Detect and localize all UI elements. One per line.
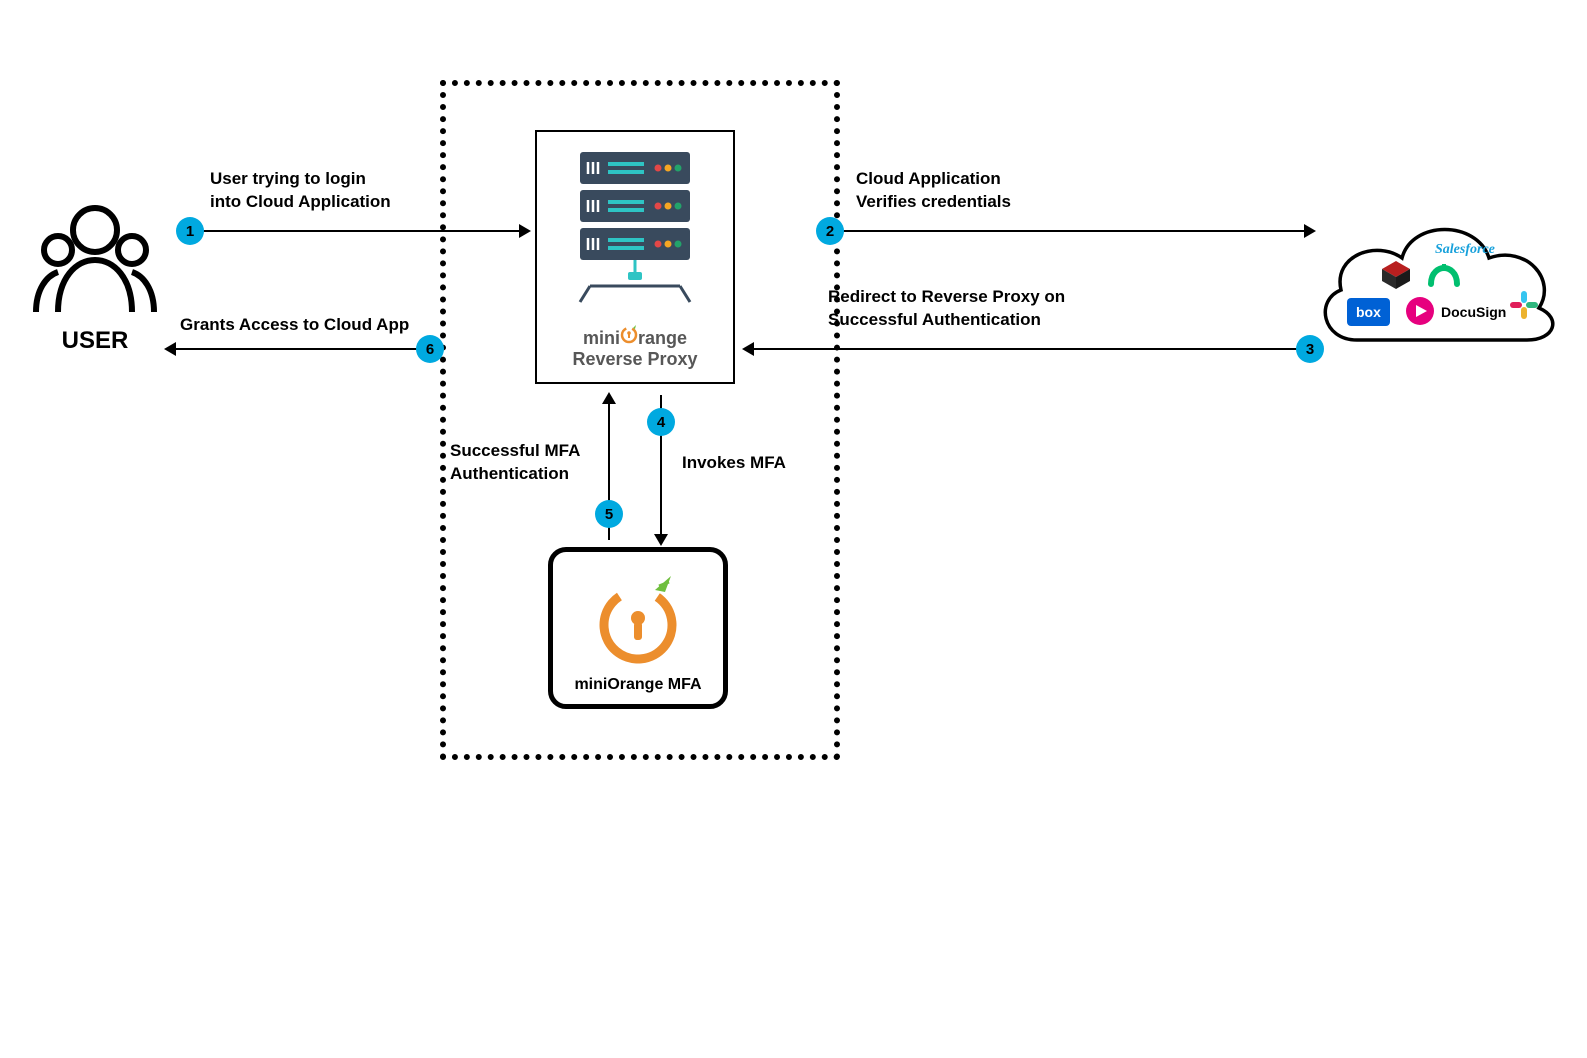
docusign-label: DocuSign (1441, 304, 1506, 320)
mfa-reverse-proxy-flow-diagram: USER (0, 0, 1587, 1058)
step-2-badge: 2 (816, 217, 844, 245)
brand-mini: mini (583, 328, 620, 349)
step-4-text: Invokes MFA (682, 452, 786, 475)
survey-monkey-icon (1427, 262, 1461, 288)
arrow-head-step-5 (602, 392, 616, 404)
cloud-apps-node: Salesforce box DocuSign (1307, 200, 1567, 370)
brand-lock-icon (619, 324, 639, 344)
mfa-lock-icon (593, 570, 683, 670)
arrow-head-step-4 (654, 534, 668, 546)
step-1-text: User trying to login into Cloud Applicat… (210, 168, 391, 214)
step-6-num: 6 (426, 341, 434, 358)
arrow-step-1 (180, 230, 525, 232)
arrow-step-6 (172, 348, 430, 350)
step-6-text: Grants Access to Cloud App (180, 314, 409, 337)
server-stack-icon (560, 144, 710, 322)
arrow-head-step-2 (1304, 224, 1316, 238)
step-4-num: 4 (657, 414, 665, 431)
mfa-label: miniOrange MFA (574, 676, 701, 694)
reverse-proxy-node: mini range Reverse Proxy (535, 130, 735, 384)
reverse-proxy-label: Reverse Proxy (572, 349, 697, 370)
user-node: USER (30, 200, 160, 355)
step-6-badge: 6 (416, 335, 444, 363)
brand-range: range (638, 328, 687, 349)
box-label: box (1347, 298, 1390, 326)
arrow-step-2 (840, 230, 1310, 232)
step-3-num: 3 (1306, 341, 1314, 358)
step-3-badge: 3 (1296, 335, 1324, 363)
step-5-text: Successful MFA Authentication (450, 440, 580, 486)
slack-icon (1507, 288, 1541, 322)
salesforce-label: Salesforce (1435, 242, 1495, 258)
cube-icon (1379, 258, 1413, 292)
user-label: USER (30, 327, 160, 355)
step-2-text: Cloud Application Verifies credentials (856, 168, 1011, 214)
arrow-head-step-1 (519, 224, 531, 238)
step-5-badge: 5 (595, 500, 623, 528)
arrow-head-step-6 (164, 342, 176, 356)
step-5-num: 5 (605, 506, 613, 523)
arrow-step-3 (748, 348, 1310, 350)
play-icon (1405, 296, 1435, 326)
mfa-node: miniOrange MFA (548, 547, 728, 709)
step-3-text: Redirect to Reverse Proxy on Successful … (828, 286, 1065, 332)
users-icon (30, 200, 160, 318)
miniorange-brand: mini range (583, 324, 687, 349)
step-2-num: 2 (826, 223, 834, 240)
step-4-badge: 4 (647, 408, 675, 436)
arrow-head-step-3 (742, 342, 754, 356)
step-1-num: 1 (186, 223, 194, 240)
step-1-badge: 1 (176, 217, 204, 245)
